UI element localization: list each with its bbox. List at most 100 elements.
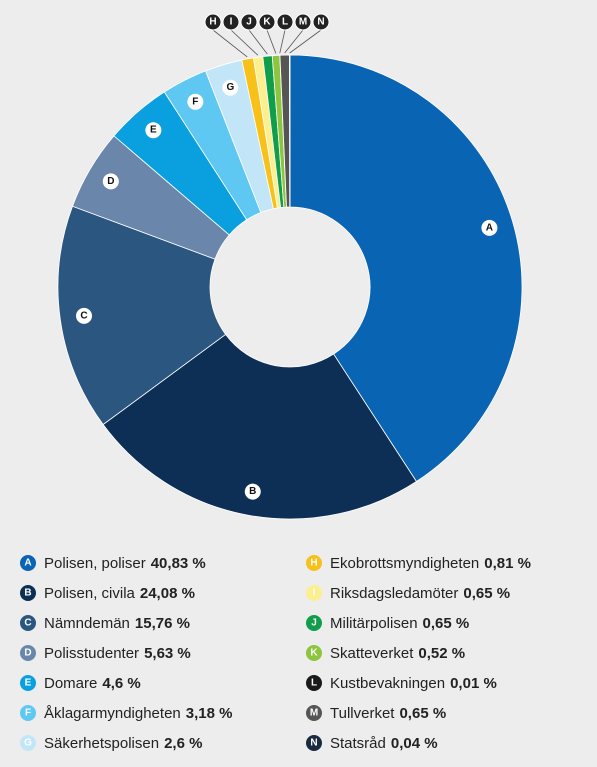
legend-entry: Kustbevakningen 0,01 % xyxy=(330,675,497,692)
slice-label-bg xyxy=(276,13,294,31)
legend-swatch xyxy=(306,615,322,631)
legend-letter: B xyxy=(24,588,31,599)
slice-label-bg xyxy=(240,13,258,31)
legend-swatch xyxy=(306,555,322,571)
legend-value: 0,65 % xyxy=(399,705,446,722)
legend-name: Polisen, civila xyxy=(44,585,136,602)
legend-entry: Domare 4,6 % xyxy=(44,675,141,692)
legend-letter: J xyxy=(311,618,317,629)
legend-letter: G xyxy=(24,738,32,749)
legend-swatch xyxy=(306,645,322,661)
leader-line xyxy=(279,29,286,54)
leader-line xyxy=(248,29,268,55)
legend-value: 0,01 % xyxy=(450,675,497,692)
slice-label-bg xyxy=(102,173,119,190)
legend-letter: A xyxy=(24,558,31,569)
legend-name: Kustbevakningen xyxy=(330,675,445,692)
legend-value: 40,83 % xyxy=(151,555,206,572)
legend-swatch xyxy=(20,735,36,751)
legend-entry: Skatteverket 0,52 % xyxy=(330,645,465,662)
legend-entry: Åklagarmyndigheten 3,18 % xyxy=(44,705,232,722)
slice-label: I xyxy=(230,17,233,28)
legend-name: Säkerhetspolisen xyxy=(44,735,159,752)
legend-name: Åklagarmyndigheten xyxy=(44,705,181,722)
legend-name: Polisen, poliser xyxy=(44,555,146,572)
legend-swatch xyxy=(20,675,36,691)
legend-swatch xyxy=(306,585,322,601)
slice xyxy=(102,333,418,520)
legend-swatch xyxy=(20,615,36,631)
legend-swatch xyxy=(306,705,322,721)
legend-name: Nämndemän xyxy=(44,615,130,632)
legend-swatch xyxy=(20,585,36,601)
slice-label-bg xyxy=(481,219,498,236)
legend-letter: E xyxy=(25,678,32,689)
legend-name: Skatteverket xyxy=(330,645,414,662)
slice-label-bg xyxy=(222,13,240,31)
slice xyxy=(57,205,227,426)
legend-entry: Polisstudenter 5,63 % xyxy=(44,645,191,662)
legend-name: Polisstudenter xyxy=(44,645,139,662)
slice-label-bg xyxy=(76,307,93,324)
slice-label-bg xyxy=(258,13,276,31)
slice-label: G xyxy=(226,82,234,93)
legend-letter: C xyxy=(24,618,31,629)
slice-label: F xyxy=(192,96,198,107)
legend-name: Militärpolisen xyxy=(330,615,418,632)
leader-line xyxy=(212,29,248,58)
slice-label-bg xyxy=(222,79,239,96)
legend-value: 5,63 % xyxy=(144,645,191,662)
legend-letter: H xyxy=(310,558,317,569)
slice-label-bg xyxy=(145,122,162,139)
slice-label: E xyxy=(150,125,157,136)
slice-label-bg xyxy=(244,483,261,500)
legend-entry: Polisen, civila 24,08 % xyxy=(44,585,195,602)
legend-value: 24,08 % xyxy=(140,585,195,602)
slice-label-bg xyxy=(312,13,330,31)
legend-letter: F xyxy=(25,708,31,719)
legend-name: Statsråd xyxy=(330,735,386,752)
legend-swatch xyxy=(20,555,36,571)
slice-label: J xyxy=(246,17,252,28)
legend-letter: L xyxy=(311,678,317,689)
legend-value: 2,6 % xyxy=(164,735,202,752)
legend-entry: Säkerhetspolisen 2,6 % xyxy=(44,735,202,752)
slice-label: B xyxy=(249,486,256,497)
legend-name: Tullverket xyxy=(330,705,395,722)
legend-swatch xyxy=(306,735,322,751)
slice-label-bg xyxy=(294,13,312,31)
legend-entry: Statsråd 0,04 % xyxy=(330,735,438,752)
legend-value: 0,65 % xyxy=(423,615,470,632)
legend-entry: Ekobrottsmyndigheten 0,81 % xyxy=(330,555,531,572)
legend-entry: Polisen, poliser 40,83 % xyxy=(44,555,206,572)
legend-value: 0,65 % xyxy=(463,585,510,602)
legend-letter: M xyxy=(310,708,318,719)
leader-line xyxy=(230,29,259,56)
legend-entry: Militärpolisen 0,65 % xyxy=(330,615,469,632)
legend-swatch xyxy=(306,675,322,691)
leader-line xyxy=(266,29,277,54)
slice-label: D xyxy=(107,176,114,187)
leader-line xyxy=(284,29,304,54)
legend-value: 0,52 % xyxy=(418,645,465,662)
legend-name: Domare xyxy=(44,675,97,692)
slice xyxy=(289,54,523,483)
slice-label: N xyxy=(317,17,324,28)
slice-label-bg xyxy=(187,93,204,110)
legend-entry: Nämndemän 15,76 % xyxy=(44,615,190,632)
slice-label: C xyxy=(80,310,87,321)
legend-swatch xyxy=(20,705,36,721)
slice-label: A xyxy=(486,222,493,233)
legend-value: 15,76 % xyxy=(135,615,190,632)
legend-value: 0,81 % xyxy=(484,555,531,572)
legend-entry: Tullverket 0,65 % xyxy=(330,705,446,722)
legend-value: 4,6 % xyxy=(102,675,140,692)
slice-label-bg xyxy=(204,13,222,31)
slice-label: H xyxy=(209,17,216,28)
legend-name: Riksdagsledamöter xyxy=(330,585,458,602)
slice xyxy=(289,54,291,208)
slice-label: K xyxy=(263,17,271,28)
legend-value: 3,18 % xyxy=(186,705,233,722)
